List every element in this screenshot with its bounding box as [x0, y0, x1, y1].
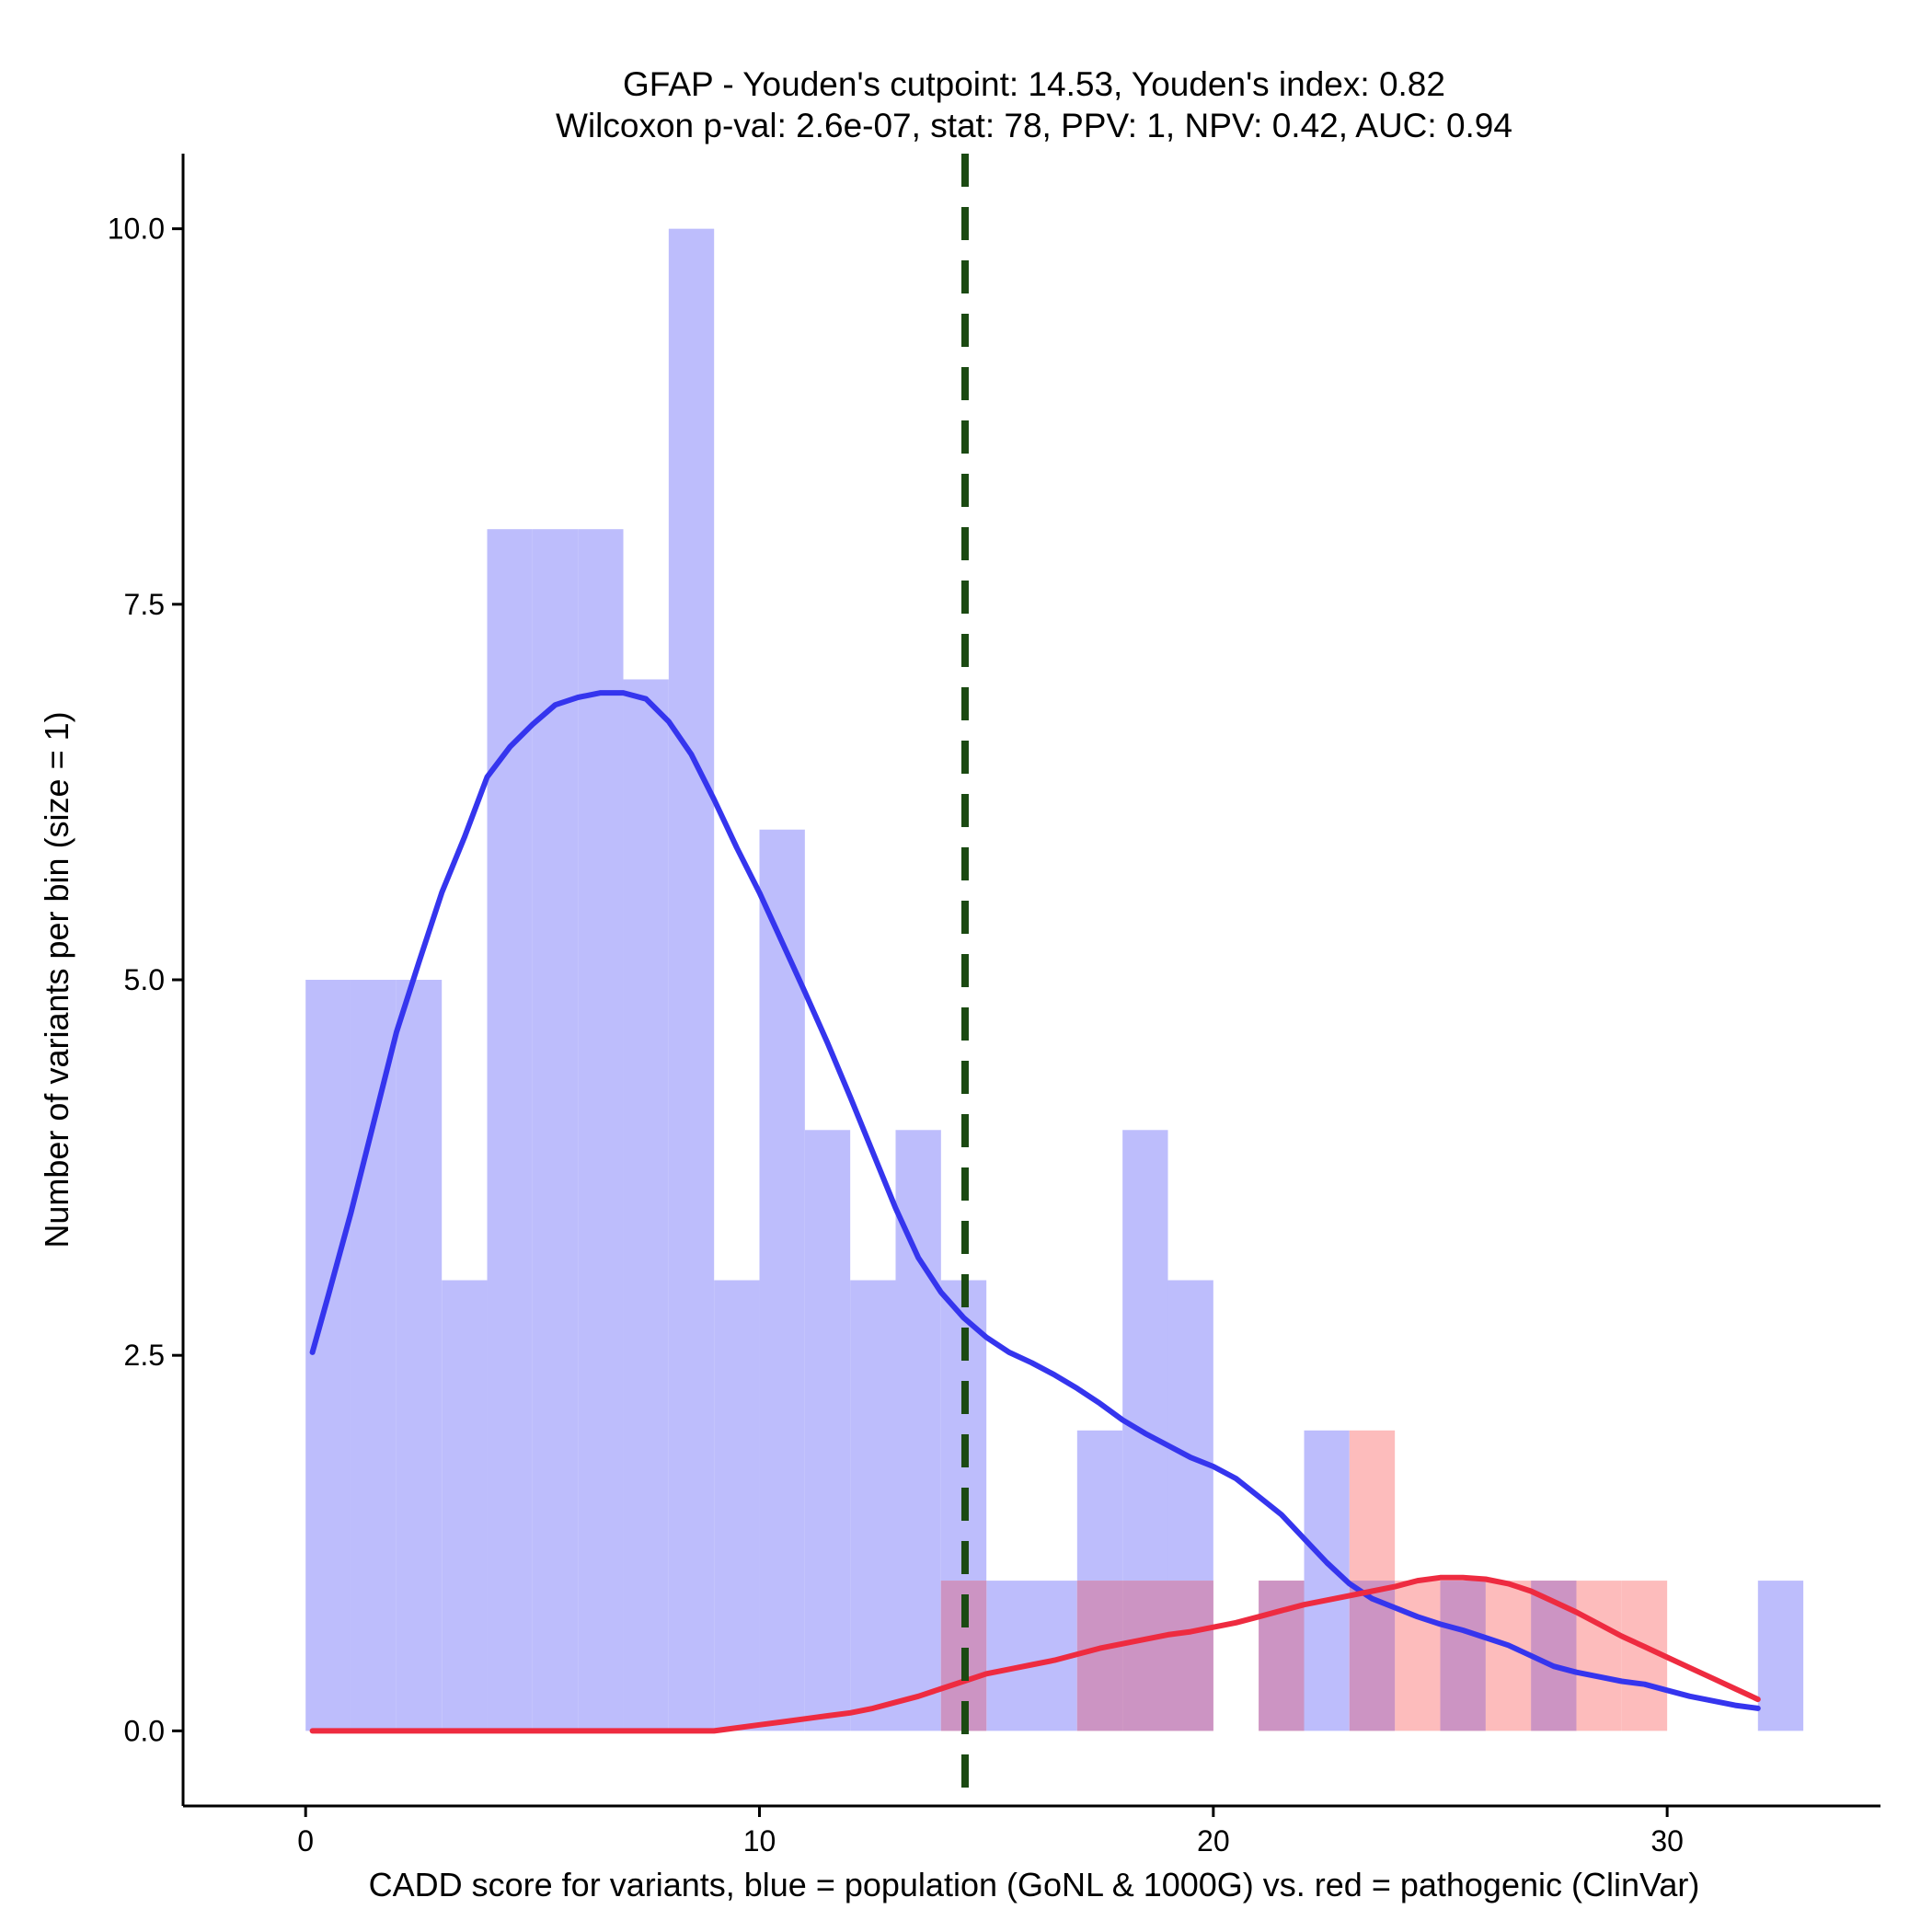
population-bar-bin-2 — [396, 980, 443, 1731]
y-axis-ticks: 0.0 2.5 5.0 7.5 10.0 — [108, 213, 183, 1747]
population-bar-bin-1 — [351, 980, 397, 1731]
y-tick-label: 0.0 — [124, 1714, 165, 1747]
overlap-bar-bin-18 — [1122, 1581, 1168, 1731]
density-curves — [309, 690, 1761, 1734]
y-axis-title: Number of variants per bin (size = 1) — [38, 711, 75, 1248]
chart-title-line-2: Wilcoxon p-val: 2.6e-07, stat: 78, PPV: … — [556, 107, 1512, 144]
x-axis-title: CADD score for variants, blue = populati… — [369, 1866, 1700, 1903]
pathogenic-density-curve — [309, 1574, 1761, 1734]
population-bar-bin-11 — [804, 1130, 851, 1731]
overlap-bar-bin-17 — [1076, 1581, 1123, 1731]
x-tick-label: 20 — [1197, 1824, 1230, 1857]
population-bar-bin-3 — [442, 1280, 488, 1731]
population-bar-bin-32 — [1757, 1581, 1804, 1731]
overlap-bar-bin-25 — [1440, 1581, 1486, 1731]
population-bar-bin-7 — [623, 679, 669, 1731]
population-bar-bin-15 — [986, 1581, 1032, 1731]
population-bar-bin-5 — [532, 529, 579, 1731]
overlap-bar-bin-21 — [1259, 1581, 1305, 1731]
population-bar-bin-0 — [305, 980, 351, 1731]
y-tick-label: 2.5 — [124, 1339, 165, 1372]
population-bar-bin-22 — [1304, 1430, 1350, 1731]
x-axis-ticks: 0 10 20 30 — [297, 1806, 1684, 1857]
overlap-bars — [940, 1581, 1577, 1731]
population-bar-bin-10 — [759, 829, 805, 1731]
population-bar-bin-4 — [487, 529, 533, 1731]
x-tick-label: 30 — [1650, 1824, 1684, 1857]
pathogenic-bar-bin-24 — [1395, 1581, 1441, 1731]
population-bar-bin-8 — [668, 228, 715, 1731]
population-density-curve — [309, 690, 1761, 1711]
pathogenic-bar-bin-28 — [1576, 1581, 1622, 1731]
population-bar-bin-9 — [714, 1280, 760, 1731]
y-tick-label: 7.5 — [124, 588, 165, 621]
y-tick-label: 5.0 — [124, 963, 165, 996]
overlap-bar-bin-19 — [1167, 1581, 1213, 1731]
population-bar-bin-12 — [850, 1280, 896, 1731]
population-bar-bin-6 — [578, 529, 624, 1731]
x-tick-label: 0 — [297, 1824, 314, 1857]
population-bars — [305, 228, 1804, 1731]
y-tick-label: 10.0 — [108, 213, 165, 246]
x-tick-label: 10 — [743, 1824, 776, 1857]
pathogenic-bar-bin-26 — [1485, 1581, 1532, 1731]
chart-title-line-1: GFAP - Youden's cutpoint: 14.53, Youden'… — [623, 65, 1445, 103]
